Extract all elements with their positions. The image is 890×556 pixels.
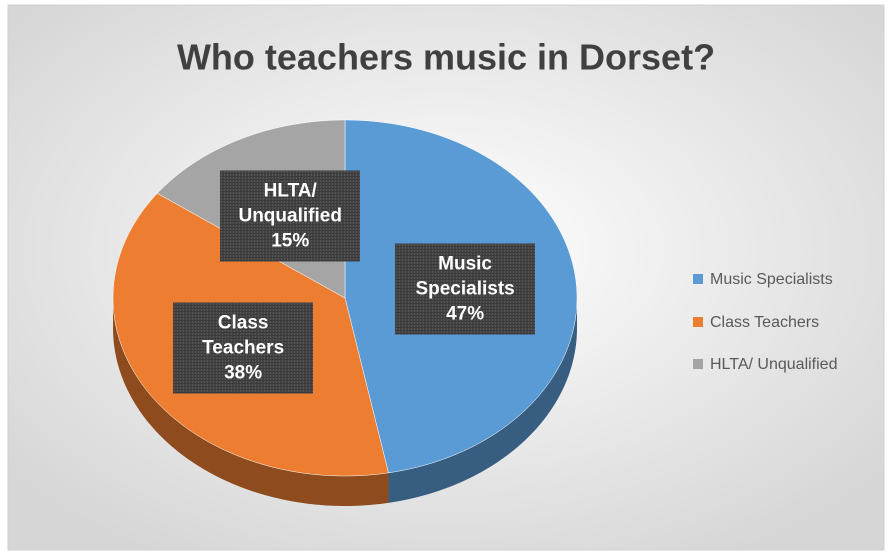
legend-label: Music Specialists [710, 271, 833, 288]
slice-side [113, 298, 389, 506]
data-label-category: HLTA/ Unqualified [238, 180, 342, 227]
data-label-category: Music Specialists [415, 253, 515, 300]
legend-label: HLTA/ Unqualified [710, 356, 838, 373]
legend-label: Class Teachers [710, 313, 820, 331]
data-label-category: Class Teachers [202, 312, 285, 359]
data-label-value: 47% [446, 303, 485, 325]
data-label-value: 15% [271, 230, 310, 252]
legend-item: Class Teachers [693, 314, 819, 332]
data-label: Music Specialists 47% [395, 243, 536, 335]
data-label: HLTA/ Unqualified 15% [220, 170, 361, 262]
slice-side [388, 298, 577, 503]
chart-title: Who teachers music in Dorset? [177, 37, 715, 78]
legend-swatch [693, 316, 703, 327]
legend-swatch [693, 359, 703, 369]
legend-item: Music Specialists [693, 271, 833, 289]
legend-item: HLTA/ Unqualified [693, 356, 837, 374]
legend-swatch [693, 274, 703, 284]
data-label-value: 38% [224, 362, 263, 384]
data-label: Class Teachers 38% [173, 302, 314, 394]
